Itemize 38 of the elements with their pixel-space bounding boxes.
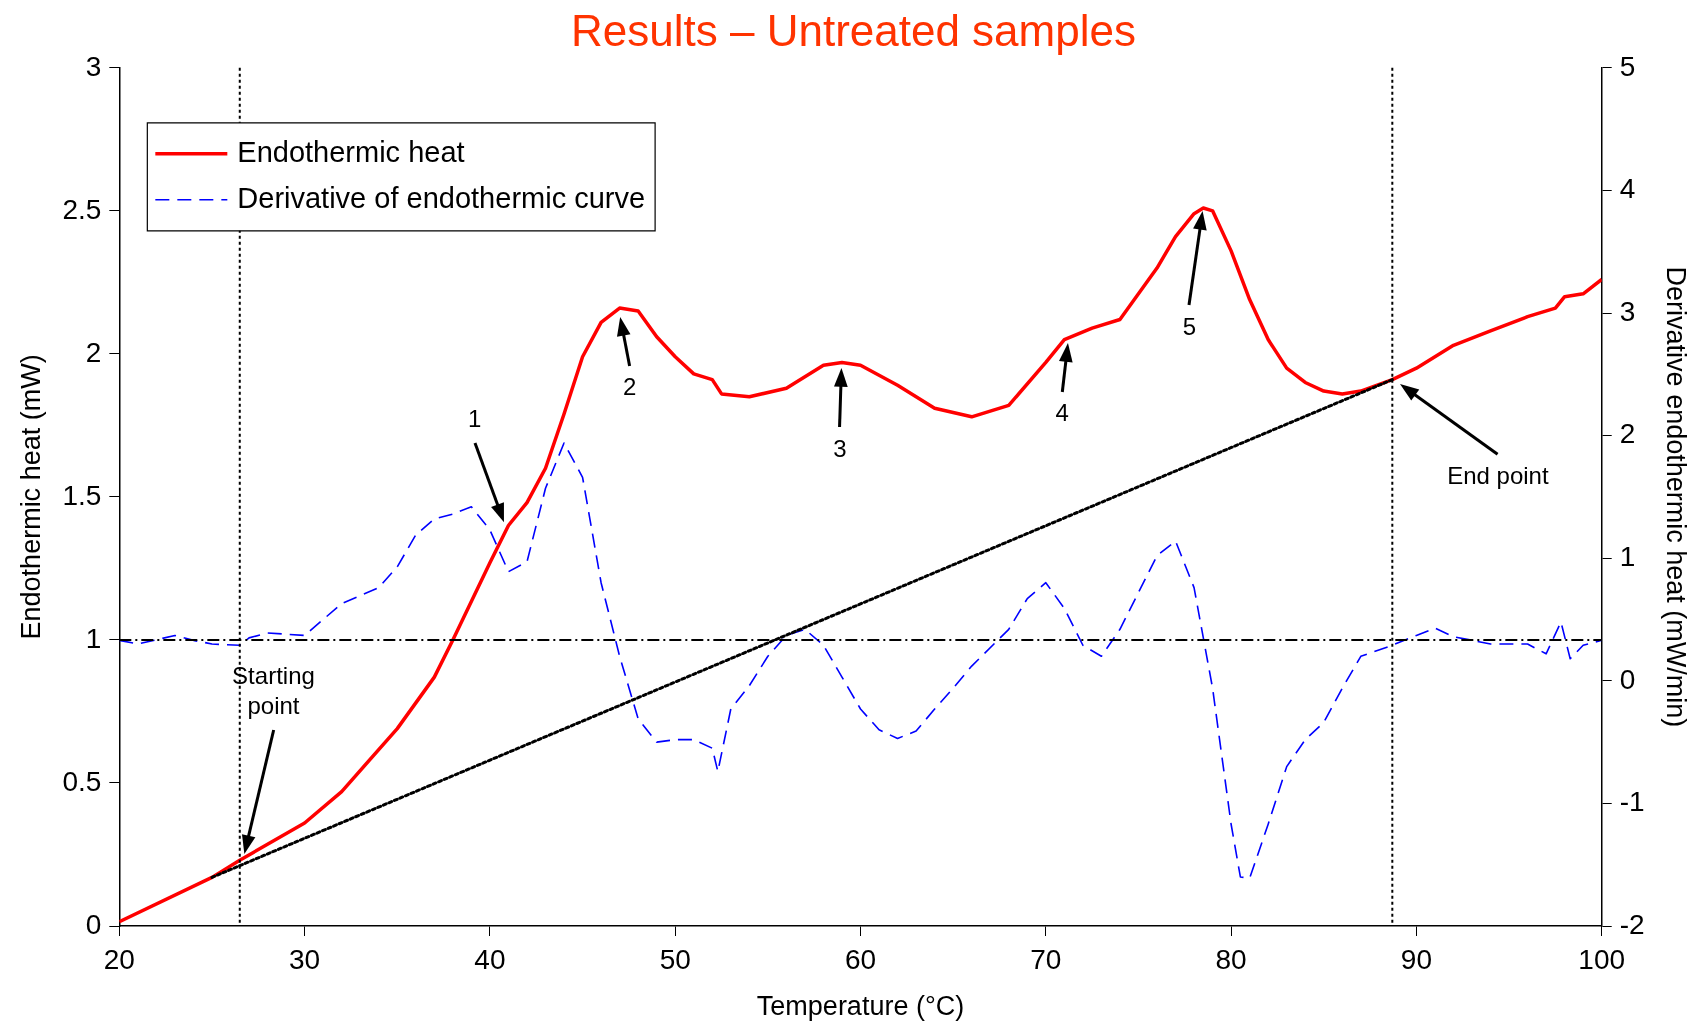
y2-tick-label: 3 [1619,295,1636,327]
annotation: 3 [833,434,847,462]
x-tick-label: 80 [1215,943,1247,975]
x-tick-label: 60 [844,943,877,975]
y2-tick-label: 2 [1619,418,1636,450]
y2-axis-title: Derivative endothermic heat (mW/min) [1661,266,1692,728]
y2-tick-label: -2 [1619,908,1645,940]
x-tick-label: 30 [289,943,321,975]
y-tick-label: 0.5 [62,765,102,797]
annotation: 5 [1182,312,1196,340]
y2-tick-label: 0 [1619,663,1636,695]
y2-tick-label: 5 [1619,50,1636,82]
legend-label: Endothermic heat [237,135,465,168]
x-tick-label: 70 [1030,943,1062,975]
annotation: 2 [622,373,637,401]
line-series [119,442,1602,879]
y-tick-label: 2.5 [62,193,102,225]
y-tick-label: 0 [85,908,102,940]
y2-tick-label: 4 [1619,173,1636,205]
chart-title: Results – Untreated samples [571,5,1136,55]
y2-tick-label: -1 [1619,786,1645,818]
x-tick-label: 100 [1578,943,1626,975]
legend-label: Derivative of endothermic curve [237,181,646,214]
y-tick-label: 1.5 [62,479,102,511]
y2-tick-label: 1 [1619,540,1636,572]
x-tick-label: 20 [103,943,135,975]
y-tick-label: 3 [85,50,102,82]
annotation: 1 [468,405,482,433]
y-tick-label: 1 [85,622,102,654]
annotation: End point [1447,462,1549,490]
x-axis-title: Temperature (°C) [756,991,965,1022]
x-tick-label: 50 [659,943,691,975]
annotation: Starting point [232,661,315,719]
y-axis-title: Endothermic heat (mW) [15,354,46,640]
annotation: 4 [1055,399,1069,427]
x-tick-label: 40 [474,943,506,975]
x-tick-label: 90 [1400,943,1432,975]
y-tick-label: 2 [85,336,102,368]
